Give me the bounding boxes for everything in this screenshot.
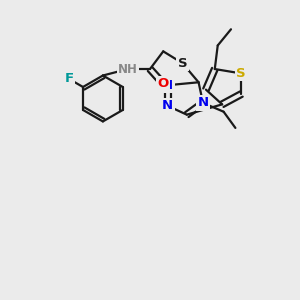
Text: N: N — [162, 99, 173, 112]
Text: N: N — [197, 96, 208, 110]
Text: F: F — [64, 72, 74, 86]
Text: NH: NH — [118, 62, 138, 76]
Text: S: S — [236, 67, 246, 80]
Text: N: N — [162, 79, 173, 92]
Text: S: S — [178, 57, 187, 70]
Text: O: O — [158, 77, 169, 90]
